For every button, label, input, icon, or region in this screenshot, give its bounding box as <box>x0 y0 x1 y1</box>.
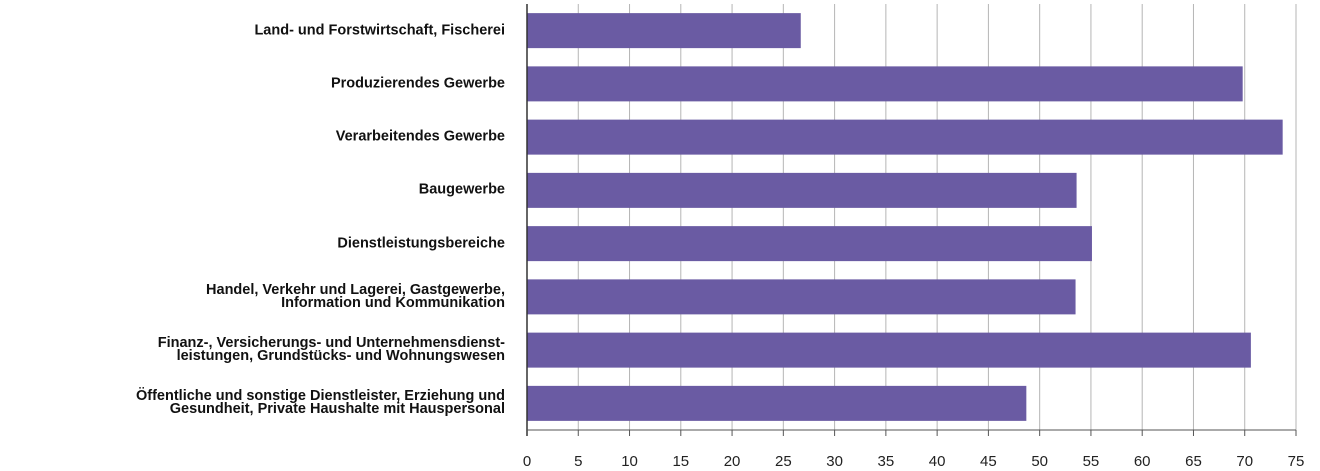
x-tick-label: 65 <box>1185 453 1202 470</box>
x-tick-label: 10 <box>621 453 638 470</box>
y-tick-label: Handel, Verkehr und Lagerei, Gastgewerbe… <box>206 281 505 311</box>
x-tick-label: 45 <box>980 453 997 470</box>
x-tick-label: 0 <box>523 453 531 470</box>
x-tick-label: 70 <box>1236 453 1253 470</box>
bar <box>527 332 1251 368</box>
bar <box>527 66 1243 102</box>
x-tick-label: 30 <box>826 453 843 470</box>
x-tick-label: 25 <box>775 453 792 470</box>
x-tick-label: 20 <box>724 453 741 470</box>
y-tick-label: Verarbeitendes Gewerbe <box>335 128 505 145</box>
x-tick-label: 60 <box>1134 453 1151 470</box>
x-tick-label: 40 <box>929 453 946 470</box>
x-tick-label: 50 <box>1031 453 1048 470</box>
bar <box>527 385 1027 421</box>
bar <box>527 119 1283 155</box>
x-tick-label: 35 <box>878 453 895 470</box>
x-tick-label: 55 <box>1083 453 1100 470</box>
bar <box>527 226 1092 262</box>
x-tick-label: 5 <box>574 453 582 470</box>
y-tick-label: Öffentliche und sonstige Dienstleister, … <box>136 388 505 418</box>
bar <box>527 172 1077 208</box>
y-tick-label: Baugewerbe <box>418 181 505 198</box>
x-tick-label: 15 <box>672 453 689 470</box>
bar <box>527 279 1076 315</box>
bar <box>527 13 801 49</box>
y-tick-label: Dienstleistungsbereiche <box>337 235 505 252</box>
y-tick-label: Land- und Forstwirtschaft, Fischerei <box>254 22 505 39</box>
y-tick-label: Produzierendes Gewerbe <box>330 75 505 92</box>
x-tick-label: 75 <box>1288 453 1305 470</box>
y-tick-label: Finanz-, Versicherungs- und Unternehmens… <box>157 335 505 365</box>
